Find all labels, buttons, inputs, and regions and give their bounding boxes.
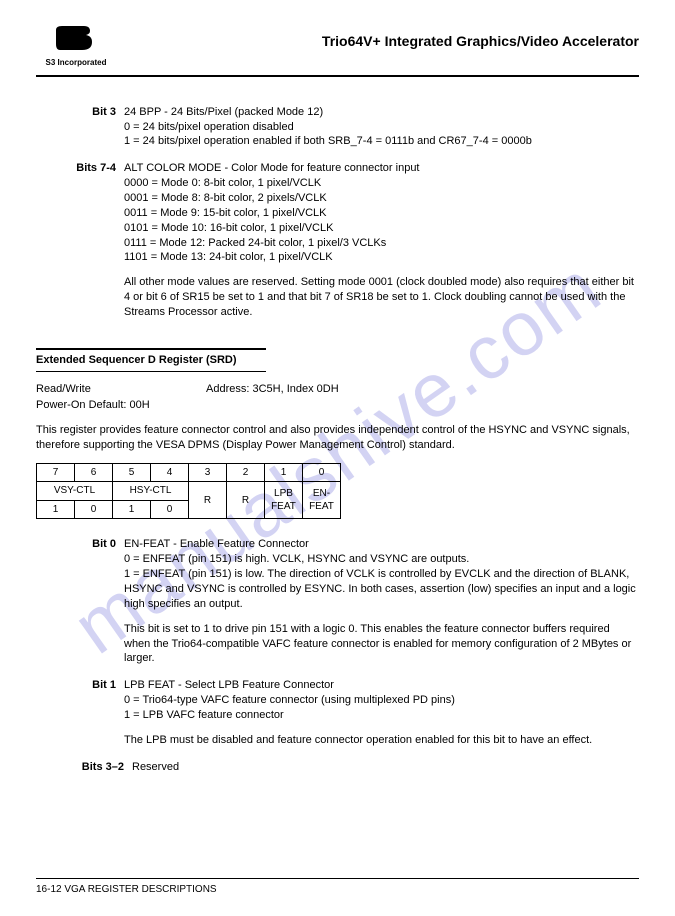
header-divider — [36, 75, 639, 77]
th2: 2 — [227, 463, 265, 482]
bits74-m0: 0000 = Mode 0: 8-bit color, 1 pixel/VCLK — [124, 176, 639, 191]
bit1-title: LPB FEAT - Select LPB Feature Connector — [124, 678, 639, 693]
srd-desc: This register provides feature connector… — [36, 423, 639, 453]
bit0-title: EN-FEAT - Enable Feature Connector — [124, 537, 639, 552]
bits74-label: Bits 7-4 — [76, 161, 124, 319]
bits74-m1: 0001 = Mode 8: 8-bit color, 2 pixels/VCL… — [124, 191, 639, 206]
bits74-note: All other mode values are reserved. Sett… — [124, 275, 639, 320]
tb4: 0 — [151, 500, 189, 519]
bit1-note: The LPB must be disabled and feature con… — [124, 733, 639, 748]
tb7: 1 — [37, 500, 75, 519]
bits74-m2: 0011 = Mode 9: 15-bit color, 1 pixel/VCL… — [124, 206, 639, 221]
td0: EN-FEAT — [303, 482, 341, 519]
bit3-title: 24 BPP - 24 Bits/Pixel (packed Mode 12) — [124, 105, 639, 120]
bits32-title: Reserved — [132, 760, 639, 775]
th4: 4 — [151, 463, 189, 482]
doc-title: Trio64V+ Integrated Graphics/Video Accel… — [116, 24, 639, 51]
srd-heading-wrap: Extended Sequencer D Register (SRD) — [36, 348, 266, 372]
bit1-l1: 1 = LPB VAFC feature connector — [124, 708, 639, 723]
page-footer: 16-12 VGA REGISTER DESCRIPTIONS — [36, 878, 639, 897]
tb5: 1 — [113, 500, 151, 519]
tb6: 0 — [75, 500, 113, 519]
td1: LPB FEAT — [265, 482, 303, 519]
td76: VSY-CTL — [37, 482, 113, 501]
bit0-l1: 1 = ENFEAT (pin 151) is low. The directi… — [124, 567, 639, 612]
bit1-l0: 0 = Trio64-type VAFC feature connector (… — [124, 693, 639, 708]
register-table: 7 6 5 4 3 2 1 0 VSY-CTL HSY-CTL R R LPB … — [36, 463, 341, 520]
bits32-label: Bits 3–2 — [76, 760, 132, 775]
bit0-note: This bit is set to 1 to drive pin 151 wi… — [124, 622, 639, 667]
th0: 0 — [303, 463, 341, 482]
bits74-title: ALT COLOR MODE - Color Mode for feature … — [124, 161, 639, 176]
s3-logo-icon — [54, 24, 98, 54]
th3: 3 — [189, 463, 227, 482]
th5: 5 — [113, 463, 151, 482]
company-name: S3 Incorporated — [46, 58, 107, 69]
bit3-line1: 1 = 24 bits/pixel operation enabled if b… — [124, 134, 639, 149]
srd-rw: Read/Write — [36, 382, 206, 397]
bits74-m4: 0111 = Mode 12: Packed 24-bit color, 1 p… — [124, 236, 639, 251]
bit3-label: Bit 3 — [76, 105, 124, 150]
srd-addr: Address: 3C5H, Index 0DH — [206, 382, 339, 397]
bit1-label: Bit 1 — [76, 678, 124, 747]
bits74-m5: 1101 = Mode 13: 24-bit color, 1 pixel/VC… — [124, 250, 639, 265]
td3: R — [189, 482, 227, 519]
th1: 1 — [265, 463, 303, 482]
th6: 6 — [75, 463, 113, 482]
td2: R — [227, 482, 265, 519]
bit3-line0: 0 = 24 bits/pixel operation disabled — [124, 120, 639, 135]
bit0-l0: 0 = ENFEAT (pin 151) is high. VCLK, HSYN… — [124, 552, 639, 567]
company-logo-block: S3 Incorporated — [36, 24, 116, 69]
th7: 7 — [37, 463, 75, 482]
srd-pod: Power-On Default: 00H — [36, 398, 639, 413]
bits74-m3: 0101 = Mode 10: 16-bit color, 1 pixel/VC… — [124, 221, 639, 236]
page-header: S3 Incorporated Trio64V+ Integrated Grap… — [36, 24, 639, 69]
srd-heading: Extended Sequencer D Register (SRD) — [36, 353, 266, 368]
td54: HSY-CTL — [113, 482, 189, 501]
bit0-label: Bit 0 — [76, 537, 124, 666]
